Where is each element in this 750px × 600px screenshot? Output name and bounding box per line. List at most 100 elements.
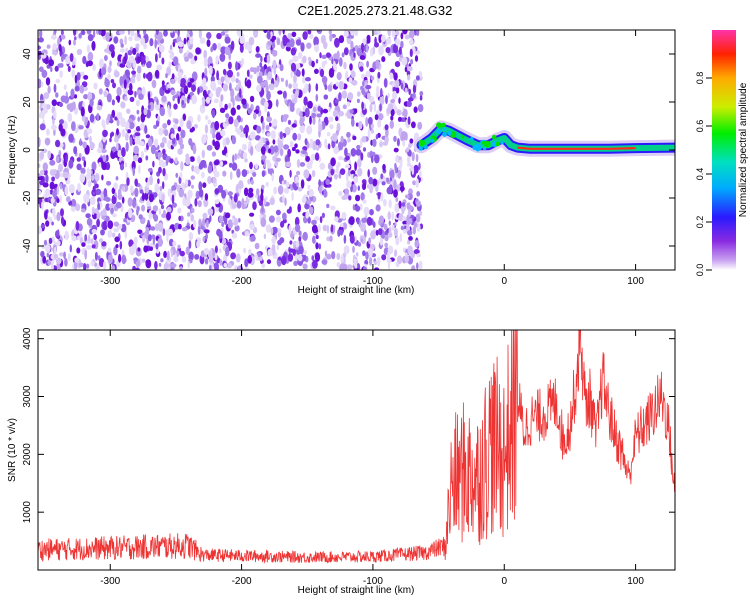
noise-speckle <box>55 78 61 84</box>
noise-speckle <box>39 123 46 131</box>
noise-speckle <box>399 233 403 243</box>
noise-speckle <box>220 130 226 137</box>
noise-speckle <box>302 231 308 241</box>
noise-speckle <box>112 213 117 218</box>
noise-speckle <box>73 39 76 46</box>
noise-speckle <box>375 204 381 212</box>
noise-speckle <box>268 148 272 154</box>
noise-speckle <box>73 94 78 99</box>
noise-speckle <box>233 193 238 203</box>
noise-speckle <box>100 30 106 37</box>
noise-speckle <box>166 250 170 261</box>
noise-speckle <box>51 221 54 226</box>
noise-speckle <box>39 151 45 160</box>
noise-speckle <box>301 150 307 155</box>
noise-speckle <box>308 83 311 93</box>
noise-speckle <box>367 169 371 178</box>
noise-speckle <box>284 197 287 206</box>
noise-speckle <box>374 114 379 121</box>
noise-speckle <box>244 230 250 237</box>
noise-speckle <box>292 132 298 141</box>
noise-speckle <box>354 205 361 212</box>
noise-speckle <box>314 68 319 75</box>
noise-speckle <box>212 176 217 184</box>
noise-speckle <box>359 203 363 211</box>
noise-speckle <box>341 195 348 200</box>
noise-speckle <box>390 115 394 121</box>
noise-speckle <box>61 54 64 63</box>
noise-speckle <box>169 52 174 60</box>
noise-speckle <box>172 137 176 145</box>
noise-speckle <box>40 81 44 88</box>
noise-speckle <box>100 191 104 201</box>
noise-speckle <box>305 155 310 162</box>
noise-speckle <box>219 259 223 266</box>
noise-speckle <box>370 123 374 129</box>
noise-speckle <box>350 30 356 36</box>
noise-speckle <box>189 156 195 162</box>
noise-speckle <box>219 215 224 223</box>
noise-speckle <box>70 88 75 98</box>
noise-speckle <box>236 168 241 178</box>
noise-speckle <box>152 205 159 212</box>
noise-speckle <box>124 96 128 102</box>
noise-speckle <box>361 217 368 223</box>
noise-speckle <box>400 131 407 141</box>
noise-speckle <box>177 148 183 155</box>
noise-speckle <box>54 65 59 72</box>
noise-speckle <box>345 155 350 161</box>
noise-speckle <box>106 161 110 171</box>
noise-speckle <box>271 35 277 41</box>
noise-speckle <box>112 82 116 89</box>
noise-speckle <box>271 41 276 49</box>
noise-speckle <box>231 162 238 171</box>
noise-speckle <box>418 162 421 171</box>
noise-speckle <box>244 258 249 268</box>
y-tick-label: 2000 <box>22 443 33 466</box>
noise-speckle <box>51 176 55 182</box>
noise-speckle <box>59 194 62 203</box>
noise-speckle <box>307 100 313 109</box>
noise-speckle <box>231 232 238 239</box>
noise-speckle <box>275 99 279 108</box>
noise-speckle <box>278 140 284 149</box>
noise-speckle <box>63 84 67 91</box>
noise-speckle <box>268 215 275 223</box>
noise-speckle <box>154 138 159 148</box>
noise-speckle <box>209 92 214 98</box>
signal-blob <box>483 146 487 151</box>
noise-speckle <box>335 81 339 87</box>
noise-speckle <box>324 138 328 149</box>
noise-speckle <box>44 137 51 146</box>
noise-speckle <box>266 162 272 169</box>
noise-speckle <box>128 121 135 130</box>
noise-speckle <box>187 52 193 59</box>
noise-speckle <box>177 207 182 214</box>
noise-speckle <box>360 238 364 243</box>
noise-speckle <box>260 81 267 87</box>
noise-speckle <box>314 152 320 161</box>
noise-speckle <box>151 234 156 239</box>
noise-speckle <box>234 224 240 232</box>
noise-speckle <box>309 115 312 125</box>
noise-speckle <box>385 127 389 138</box>
noise-speckle <box>369 184 373 194</box>
noise-speckle <box>267 71 273 81</box>
noise-speckle <box>255 46 260 53</box>
noise-speckle <box>392 43 398 54</box>
noise-speckle <box>72 30 77 36</box>
colorbar-label: Normalized spectral amplitude <box>738 82 749 217</box>
signal-blob <box>418 139 426 147</box>
noise-speckle <box>379 141 383 148</box>
noise-speckle <box>112 146 117 153</box>
noise-speckle <box>155 30 159 36</box>
noise-speckle <box>153 124 158 129</box>
noise-speckle <box>192 219 197 228</box>
noise-speckle <box>249 74 253 79</box>
noise-speckle <box>280 77 284 82</box>
noise-speckle <box>55 139 61 148</box>
noise-speckle <box>374 260 377 266</box>
noise-speckle <box>307 30 312 35</box>
noise-speckle <box>396 109 402 116</box>
noise-speckle <box>107 254 112 264</box>
